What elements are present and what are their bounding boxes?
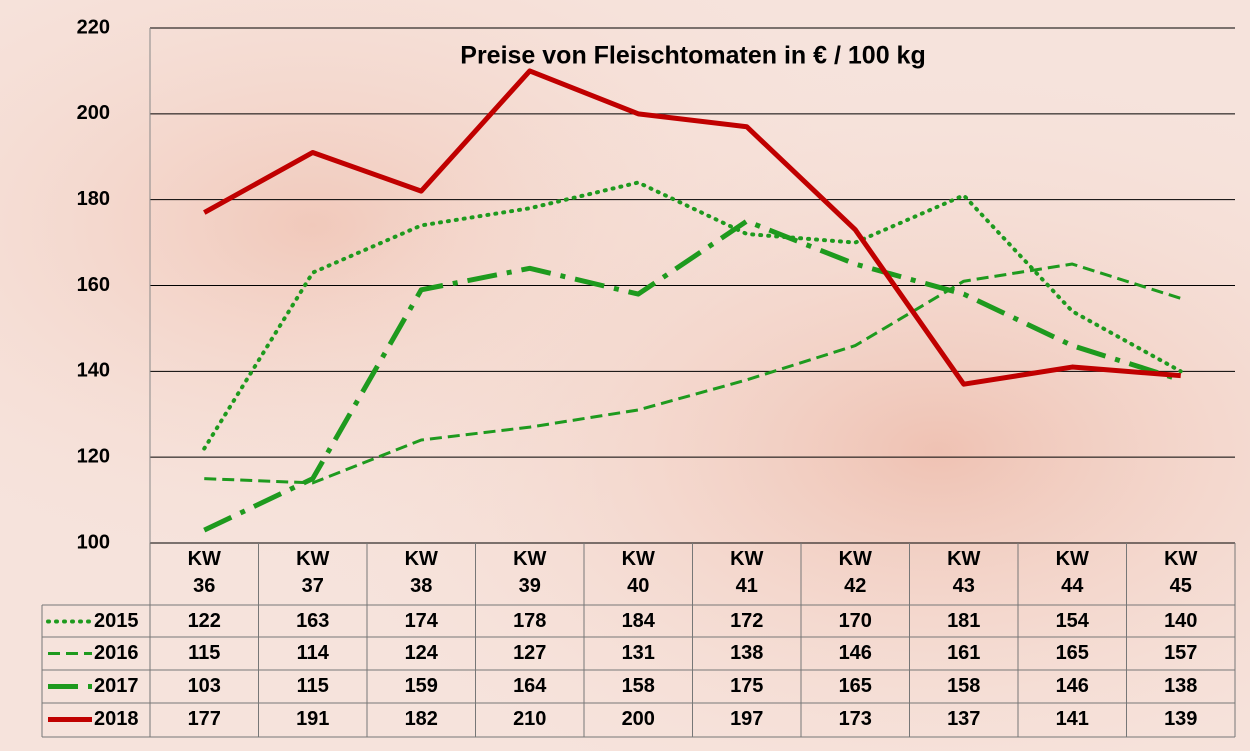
x-tick-label-line: KW [513, 548, 546, 570]
table-value: 164 [513, 675, 547, 697]
x-tick-label: KW 39 [513, 548, 546, 597]
table-value: 178 [513, 610, 546, 632]
legend-label: 2015 [94, 610, 139, 632]
table-value: 210 [513, 708, 546, 730]
table-value: 165 [839, 675, 872, 697]
table-value: 191 [296, 708, 329, 730]
x-tick-label-line: 45 [1170, 575, 1192, 597]
table-value: 103 [188, 675, 221, 697]
table-value: 170 [839, 610, 872, 632]
x-tick-label-line: KW [622, 548, 655, 570]
y-tick-label: 160 [77, 274, 110, 296]
x-tick-label: KW 42 [839, 548, 872, 597]
table-value: 114 [297, 642, 330, 664]
table-value: 146 [1056, 675, 1089, 697]
chart-title: Preise von Fleischtomaten in € / 100 kg [460, 42, 925, 70]
table-value: 115 [188, 642, 220, 664]
table-value: 173 [839, 708, 872, 730]
y-tick-label: 100 [77, 531, 110, 553]
x-tick-label-line: 41 [736, 575, 758, 597]
table-value: 115 [297, 675, 329, 697]
x-tick-label-line: KW [1056, 548, 1089, 570]
x-tick-label-line: KW [296, 548, 329, 570]
y-tick-label: 200 [77, 102, 110, 124]
table-value: 181 [947, 610, 980, 632]
series-line [203, 68, 1181, 387]
x-tick-label: KW 38 [405, 548, 438, 597]
y-tick-label: 220 [77, 16, 110, 38]
table-value: 158 [947, 675, 980, 697]
table-value: 172 [730, 610, 763, 632]
x-tick-label-line: 44 [1061, 575, 1084, 597]
table-value: 177 [188, 708, 221, 730]
x-tick-label: KW 43 [947, 548, 980, 597]
table-value: 137 [947, 708, 980, 730]
table-value: 184 [622, 610, 656, 632]
x-tick-label: KW 37 [296, 548, 329, 597]
x-tick-label: KW 44 [1056, 548, 1089, 597]
x-tick-label-line: KW [188, 548, 221, 570]
table-value: 154 [1056, 610, 1090, 632]
series-line [204, 262, 1182, 485]
y-tick-label: 120 [77, 445, 110, 467]
x-tick-label-line: 42 [844, 575, 866, 597]
series-line [202, 180, 1183, 451]
x-tick-label-line: 40 [627, 575, 649, 597]
y-tick-label: 180 [77, 188, 110, 210]
table-value: 138 [730, 642, 763, 664]
x-tick-label-line: KW [839, 548, 872, 570]
table-value: 138 [1164, 675, 1197, 697]
table-value: 139 [1164, 708, 1197, 730]
table-value: 131 [622, 642, 655, 664]
x-tick-label: KW 40 [622, 548, 655, 597]
table-value: 146 [839, 642, 872, 664]
x-tick-label-line: 37 [302, 575, 324, 597]
x-tick-label-line: KW [405, 548, 438, 570]
table-value: 163 [296, 610, 329, 632]
table-value: 159 [405, 675, 438, 697]
legend-label: 2016 [94, 642, 139, 664]
series-line [203, 218, 1182, 533]
legend-label: 2017 [94, 675, 139, 697]
table-value: 127 [513, 642, 546, 664]
table-value: 141 [1056, 708, 1089, 730]
x-tick-label: KW 45 [1164, 548, 1197, 597]
x-tick-label-line: 38 [410, 575, 432, 597]
x-tick-label-line: 36 [193, 575, 215, 597]
y-tick-label: 140 [77, 360, 110, 382]
x-tick-label: KW 41 [730, 548, 763, 597]
table-value: 124 [405, 642, 439, 664]
x-tick-label-line: KW [730, 548, 763, 570]
legend-label: 2018 [94, 708, 139, 730]
table-value: 165 [1056, 642, 1089, 664]
table-value: 174 [405, 610, 439, 632]
table-value: 157 [1164, 642, 1197, 664]
table-value: 182 [405, 708, 438, 730]
table-value: 161 [947, 642, 980, 664]
table-value: 175 [730, 675, 763, 697]
table-value: 197 [730, 708, 763, 730]
x-tick-label-line: 39 [519, 575, 541, 597]
x-tick-label-line: 43 [953, 575, 975, 597]
table-value: 122 [188, 610, 221, 632]
table-value: 200 [622, 708, 655, 730]
table-value: 158 [622, 675, 655, 697]
table-value: 140 [1164, 610, 1197, 632]
x-tick-label-line: KW [947, 548, 980, 570]
x-tick-label-line: KW [1164, 548, 1197, 570]
x-tick-label: KW 36 [188, 548, 221, 597]
